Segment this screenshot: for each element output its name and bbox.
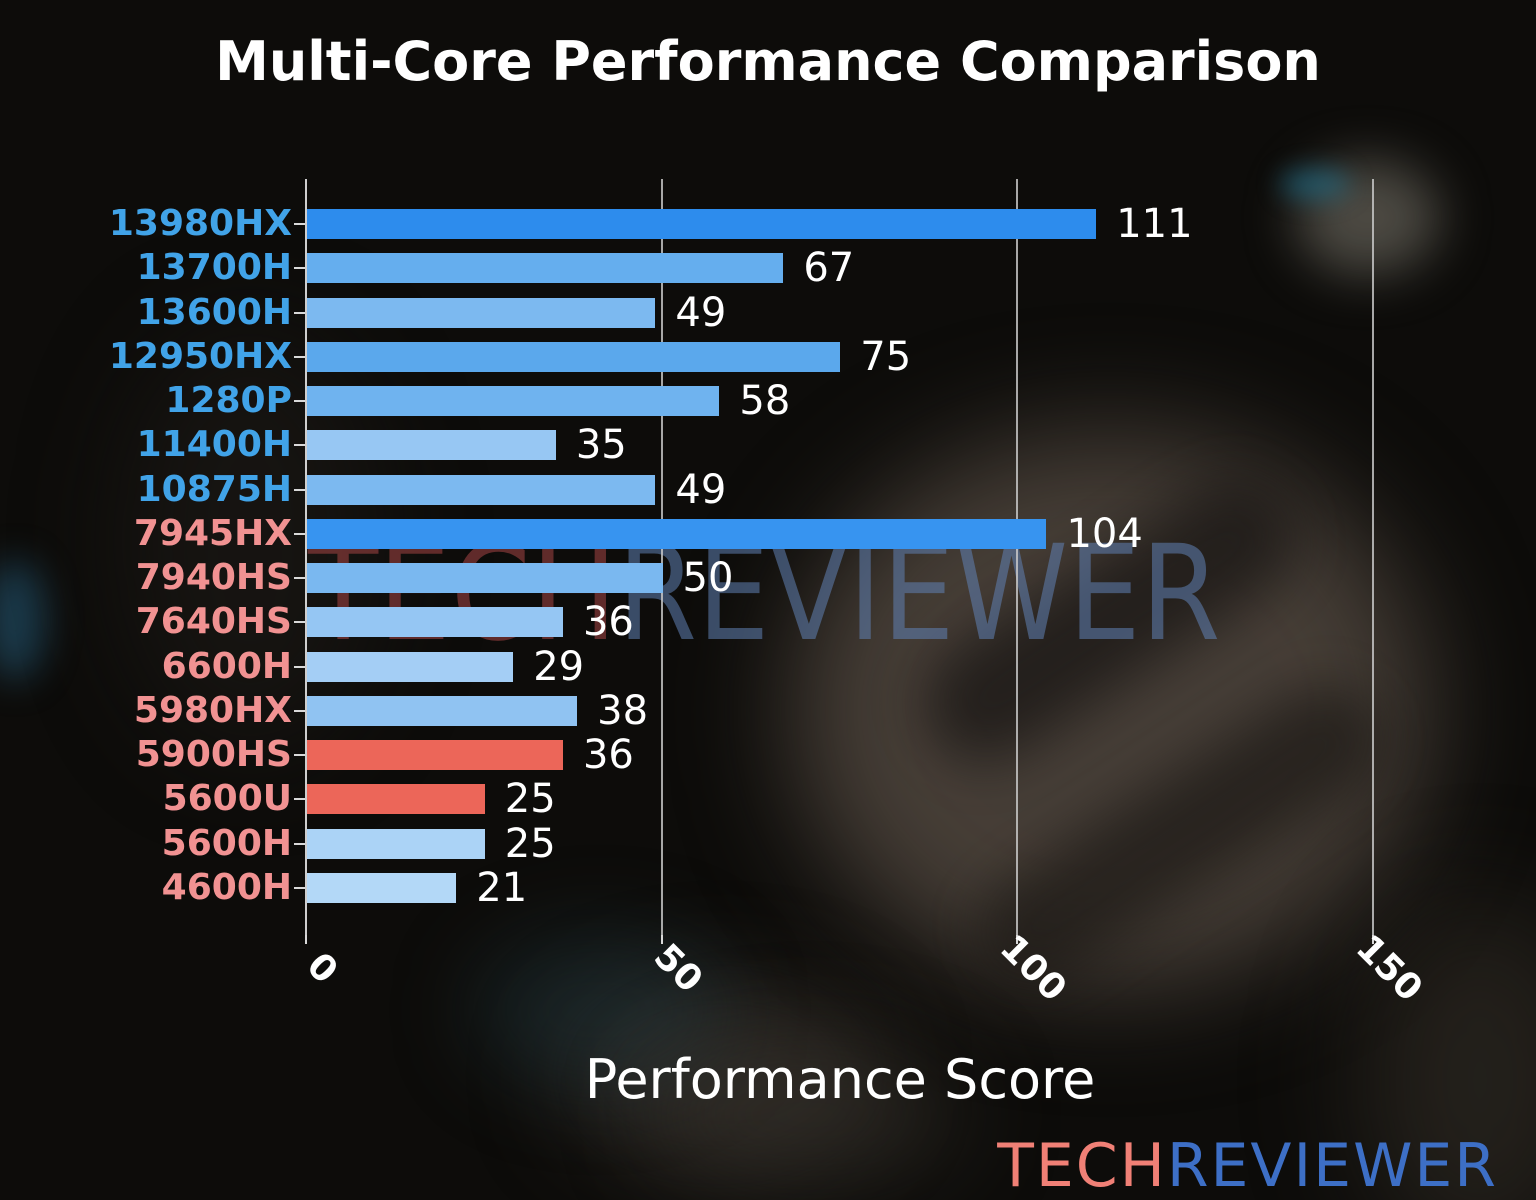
- photo-light-blob: [650, 1040, 970, 1190]
- y-tickmark: [294, 754, 305, 757]
- x-tick-label: 0: [298, 945, 346, 992]
- y-tickmark: [294, 311, 305, 314]
- y-category-label: 7940HS: [135, 557, 292, 599]
- center-watermark: TECHREVIEWER: [308, 528, 1221, 660]
- y-tickmark: [294, 267, 305, 270]
- photo-light-blob: [560, 980, 880, 1170]
- x-tick-label: 150: [1347, 927, 1430, 1010]
- bar: [307, 828, 485, 859]
- bar: [307, 563, 663, 594]
- x-axis-label: Performance Score: [584, 1048, 1096, 1111]
- bar: [307, 651, 514, 682]
- bar: [307, 695, 578, 726]
- value-label: 50: [682, 555, 734, 602]
- x-tickmark: [1016, 935, 1018, 944]
- y-category-label: 7945HX: [133, 512, 292, 554]
- bar: [307, 430, 556, 461]
- y-category-label: 5600H: [161, 822, 292, 864]
- value-label: 36: [582, 732, 634, 779]
- y-category-label: 13700H: [136, 247, 292, 289]
- value-label: 49: [675, 289, 727, 336]
- bar: [307, 784, 485, 815]
- value-label: 21: [476, 865, 528, 911]
- y-tickmark: [294, 842, 305, 845]
- bar: [307, 253, 784, 284]
- bar: [307, 341, 841, 372]
- value-label: 49: [675, 466, 727, 513]
- y-axis-spine: [305, 179, 307, 939]
- y-tickmark: [294, 488, 305, 491]
- bar: [307, 474, 656, 505]
- y-tickmark: [294, 355, 305, 358]
- value-label: 35: [575, 422, 627, 469]
- value-label: 111: [1116, 201, 1193, 247]
- y-category-label: 13980HX: [108, 203, 292, 244]
- value-label: 104: [1066, 510, 1143, 557]
- value-label: 25: [504, 776, 556, 823]
- gridline: [1371, 179, 1374, 935]
- chart-title: Multi-Core Performance Comparison: [215, 30, 1321, 93]
- x-tick-label: 100: [991, 927, 1075, 1010]
- y-tickmark: [294, 621, 305, 624]
- watermark-reviewer: REVIEWER: [617, 517, 1221, 671]
- x-tickmark: [305, 935, 307, 944]
- bar: [307, 740, 563, 771]
- y-category-label: 11400H: [136, 424, 292, 466]
- y-category-label: 10875H: [136, 468, 292, 510]
- logo-reviewer: REVIEWER: [1166, 1131, 1498, 1200]
- x-tick-label: 50: [645, 936, 710, 1001]
- photo-teal-blob: [470, 930, 730, 1090]
- gridline: [1016, 179, 1018, 935]
- value-label: 75: [860, 333, 912, 380]
- y-category-label: 5980HX: [133, 689, 292, 731]
- y-tickmark: [294, 400, 305, 403]
- bar: [307, 518, 1047, 549]
- y-category-label: 5600U: [162, 778, 292, 820]
- photo-teal-glint: [1280, 168, 1350, 200]
- bar: [307, 209, 1097, 239]
- value-label: 25: [504, 820, 556, 867]
- y-tickmark: [294, 532, 305, 535]
- y-tickmark: [294, 887, 305, 889]
- x-tickmark: [660, 935, 663, 944]
- y-tickmark: [294, 577, 305, 580]
- y-tickmark: [294, 223, 305, 225]
- value-label: 29: [533, 643, 585, 690]
- techreviewer-logo: TECHREVIEWER: [997, 1136, 1498, 1196]
- bar: [307, 297, 656, 328]
- y-category-label: 12950HX: [108, 335, 292, 377]
- y-tickmark: [294, 798, 305, 801]
- value-label: 67: [803, 245, 855, 292]
- y-category-label: 4600H: [161, 867, 292, 908]
- value-label: 58: [739, 378, 791, 425]
- value-label: 38: [597, 687, 649, 734]
- y-category-label: 13600H: [136, 291, 292, 333]
- y-category-label: 5900HS: [135, 734, 292, 776]
- y-tickmark: [294, 444, 305, 447]
- y-category-label: 6600H: [161, 645, 292, 687]
- watermark-tech: TECH: [308, 517, 618, 671]
- x-tickmark: [1371, 935, 1374, 944]
- y-tickmark: [294, 665, 305, 668]
- y-category-label: 1280P: [165, 380, 292, 422]
- y-tickmark: [294, 709, 305, 712]
- logo-tech: TECH: [997, 1131, 1167, 1200]
- bar: [307, 873, 457, 903]
- y-category-label: 7640HS: [135, 601, 292, 643]
- gridline: [660, 179, 663, 935]
- bar: [307, 607, 563, 638]
- value-label: 36: [582, 599, 634, 646]
- bar: [307, 386, 720, 417]
